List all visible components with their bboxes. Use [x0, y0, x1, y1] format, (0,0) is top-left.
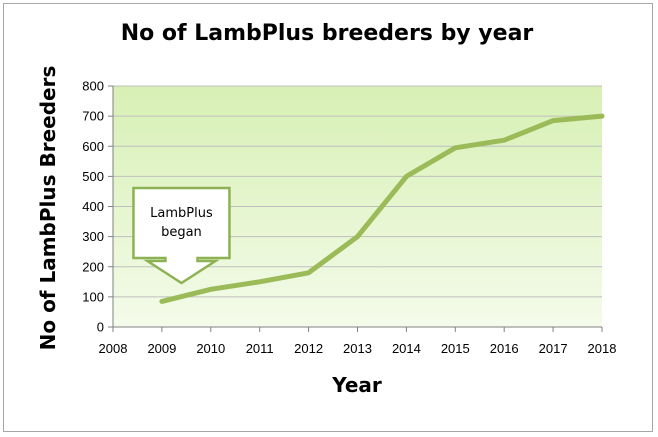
- y-tick-label: 800: [82, 79, 104, 94]
- x-tick-label: 2018: [588, 341, 617, 356]
- y-tick-label: 500: [82, 169, 104, 184]
- chart-title: No of LambPlus breeders by year: [121, 21, 534, 46]
- callout-arrow-shape: [132, 186, 231, 285]
- x-tick-label: 2017: [539, 341, 568, 356]
- callout-text-line1: LambPlus: [150, 206, 213, 221]
- x-tick-label: 2011: [246, 341, 274, 356]
- y-tick-label: 600: [82, 139, 104, 154]
- x-tick-label: 2015: [441, 341, 470, 356]
- y-tick-label: 700: [82, 109, 104, 124]
- x-tick-label: 2008: [99, 341, 128, 356]
- x-tick-label: 2014: [392, 341, 421, 356]
- x-tick-label: 2010: [196, 341, 225, 356]
- x-tick-labels: 2008 2009 2010 2011 2012 2013 2014 2015 2016 2017…: [99, 341, 617, 356]
- data-points: [161, 116, 603, 302]
- callout-annotation: LambPlus began: [132, 186, 231, 285]
- y-tick-label: 0: [97, 320, 104, 335]
- callout-text-line2: began: [161, 225, 202, 240]
- y-tick-label: 200: [82, 259, 104, 274]
- y-tick-label: 300: [82, 229, 104, 244]
- y-tick-label: 400: [82, 199, 104, 214]
- x-axis-title: Year: [331, 373, 382, 397]
- y-tick-label: 100: [82, 289, 104, 304]
- series-line: [159, 113, 605, 304]
- axes: [112, 86, 603, 332]
- x-tick-label: 2013: [343, 341, 372, 356]
- x-tick-label: 2016: [490, 341, 519, 356]
- y-tick-labels: 0 100 200 300 400 500 600 700 800: [82, 79, 104, 335]
- x-tick-label: 2009: [147, 341, 176, 356]
- y-axis-title: No of LambPlus Breeders: [36, 66, 60, 351]
- x-tick-label: 2012: [294, 341, 323, 356]
